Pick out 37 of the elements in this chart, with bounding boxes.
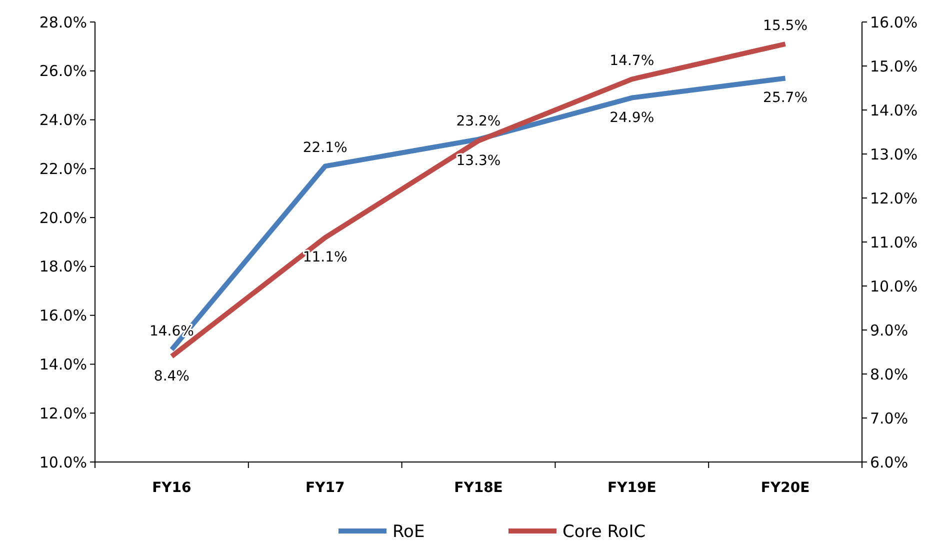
data-label: 24.9%: [610, 110, 654, 126]
data-label: 15.5%: [763, 18, 808, 34]
data-label: 14.7%: [610, 53, 654, 70]
y-tick-label: 20.0%: [39, 208, 87, 227]
y2-tick-label: 6.0%: [870, 453, 908, 472]
y-tick-label: 28.0%: [39, 13, 87, 32]
data-label: 25.7%: [763, 90, 808, 106]
y2-tick-label: 14.0%: [870, 101, 918, 120]
y2-tick-label: 10.0%: [870, 277, 918, 296]
legend-label: RoE: [392, 522, 425, 541]
y2-tick-label: 13.0%: [870, 145, 918, 164]
y-tick-label: 24.0%: [39, 111, 87, 130]
y2-tick-label: 12.0%: [870, 189, 918, 208]
data-label: 8.4%: [154, 368, 190, 384]
x-tick-label: FY19E: [608, 480, 656, 496]
y2-tick-label: 7.0%: [870, 409, 908, 428]
x-tick-label: FY16: [152, 480, 192, 496]
y2-tick-label: 15.0%: [870, 57, 918, 76]
x-tick-label: FY20E: [760, 480, 810, 496]
data-label: 23.2%: [456, 113, 501, 130]
y-tick-label: 18.0%: [39, 258, 87, 276]
y-tick-label: 14.0%: [39, 355, 87, 374]
y-tick-label: 12.0%: [39, 404, 87, 422]
x-tick-label: FY18E: [454, 480, 503, 496]
y-tick-label: 10.0%: [39, 453, 87, 472]
y-tick-label: 26.0%: [39, 62, 87, 80]
y2-tick-label: 8.0%: [870, 365, 908, 384]
y-tick-label: 16.0%: [39, 306, 87, 325]
x-tick-label: FY17: [306, 480, 345, 496]
data-label: 11.1%: [302, 250, 348, 266]
data-label: 22.1%: [302, 140, 348, 156]
y2-tick-label: 11.0%: [870, 233, 918, 252]
data-label: 13.3%: [456, 152, 501, 169]
legend-label: Core RoIC: [562, 522, 646, 541]
y2-tick-label: 9.0%: [870, 321, 908, 340]
y-tick-label: 22.0%: [39, 160, 87, 178]
y2-tick-label: 16.0%: [870, 13, 918, 32]
